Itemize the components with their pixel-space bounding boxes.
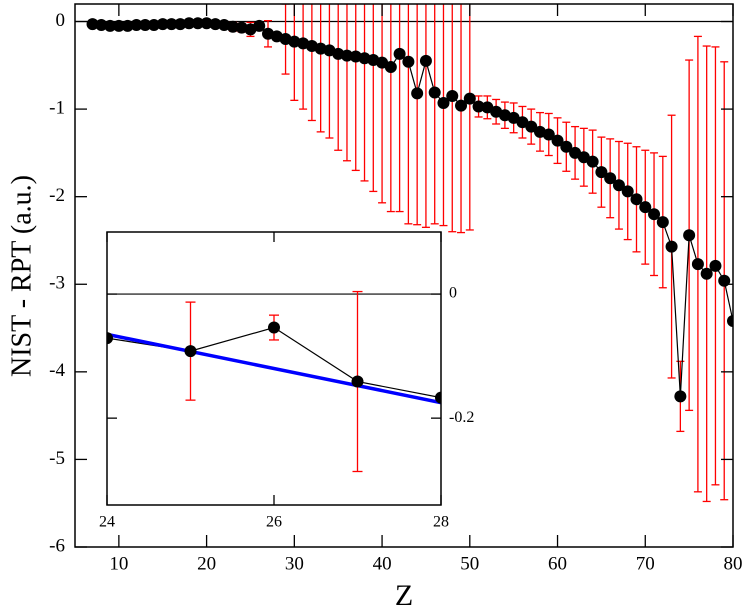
y-tick-label: -6 bbox=[49, 535, 65, 556]
data-point bbox=[174, 18, 187, 31]
data-point bbox=[253, 19, 266, 32]
data-point bbox=[612, 179, 625, 192]
data-point bbox=[393, 47, 406, 60]
data-point bbox=[437, 96, 450, 109]
plot-area bbox=[75, 4, 733, 503]
data-point bbox=[191, 17, 204, 30]
data-point bbox=[268, 321, 280, 334]
data-point bbox=[700, 267, 713, 280]
data-point bbox=[525, 120, 538, 133]
data-point bbox=[419, 54, 432, 67]
x-tick-label: 30 bbox=[285, 553, 304, 574]
x-tick-label: 10 bbox=[109, 553, 128, 574]
data-point bbox=[121, 19, 134, 32]
x-tick-label: 20 bbox=[197, 553, 216, 574]
data-point bbox=[130, 19, 143, 32]
y-tick-label: 0 bbox=[449, 285, 457, 302]
data-point bbox=[630, 193, 643, 206]
y-tick-label: -1 bbox=[49, 97, 65, 118]
data-point bbox=[727, 315, 733, 328]
data-point bbox=[384, 61, 397, 74]
data-point bbox=[165, 18, 178, 31]
data-point bbox=[340, 49, 353, 62]
data-point bbox=[86, 18, 99, 31]
y-tick-label: -5 bbox=[49, 448, 65, 469]
data-point bbox=[112, 19, 125, 32]
x-tick-label: 50 bbox=[460, 553, 479, 574]
data-point bbox=[542, 128, 555, 141]
data-point bbox=[104, 19, 117, 32]
y-tick-label: -3 bbox=[49, 273, 65, 294]
y-axis-title: NIST - RPT (a.u.) bbox=[6, 175, 37, 377]
data-point bbox=[200, 17, 213, 30]
data-point bbox=[351, 375, 364, 388]
data-point bbox=[107, 332, 113, 345]
x-tick-label: 70 bbox=[636, 553, 655, 574]
data-point bbox=[683, 229, 696, 242]
data-point bbox=[656, 216, 669, 229]
data-point bbox=[718, 274, 731, 287]
data-point bbox=[183, 17, 196, 30]
x-tick-label: 60 bbox=[548, 553, 567, 574]
y-tick-label: -2 bbox=[49, 185, 65, 206]
data-point bbox=[184, 345, 197, 358]
data-point bbox=[455, 99, 468, 112]
data-point bbox=[147, 19, 160, 32]
data-point bbox=[639, 201, 652, 214]
data-point bbox=[621, 185, 634, 198]
plot-area bbox=[107, 290, 441, 473]
data-point bbox=[428, 86, 441, 99]
plot-frame bbox=[74, 3, 734, 548]
data-point bbox=[709, 259, 722, 272]
data-point bbox=[435, 391, 441, 404]
y-tick-label: 0 bbox=[56, 10, 66, 31]
data-point bbox=[472, 100, 485, 113]
y-tick-label: -0.2 bbox=[449, 409, 474, 426]
data-point bbox=[586, 155, 599, 168]
data-point bbox=[209, 18, 222, 31]
x-tick-label: 80 bbox=[724, 553, 743, 574]
y-tick-label: -4 bbox=[49, 360, 65, 381]
x-tick-label: 26 bbox=[266, 514, 282, 531]
data-point bbox=[691, 258, 704, 271]
data-point bbox=[463, 92, 476, 105]
data-point bbox=[595, 166, 608, 179]
data-point bbox=[446, 89, 459, 102]
x-tick-label: 40 bbox=[373, 553, 392, 574]
data-point bbox=[226, 20, 239, 33]
x-tick-label: 28 bbox=[433, 514, 449, 531]
data-point bbox=[95, 19, 108, 32]
x-tick-label: 24 bbox=[99, 514, 115, 531]
fit-line bbox=[107, 332, 441, 405]
data-point bbox=[648, 208, 661, 221]
data-point bbox=[411, 87, 424, 100]
data-point bbox=[402, 55, 415, 68]
data-point bbox=[604, 172, 617, 185]
data-point bbox=[139, 19, 152, 32]
data-point bbox=[156, 18, 169, 31]
plot-inset: 24 26 28 0 -0.2 bbox=[99, 231, 474, 531]
data-point bbox=[665, 240, 678, 253]
x-axis-title: Z bbox=[395, 579, 413, 612]
data-point bbox=[560, 140, 573, 153]
data-point bbox=[674, 390, 687, 403]
data-point bbox=[551, 134, 564, 147]
